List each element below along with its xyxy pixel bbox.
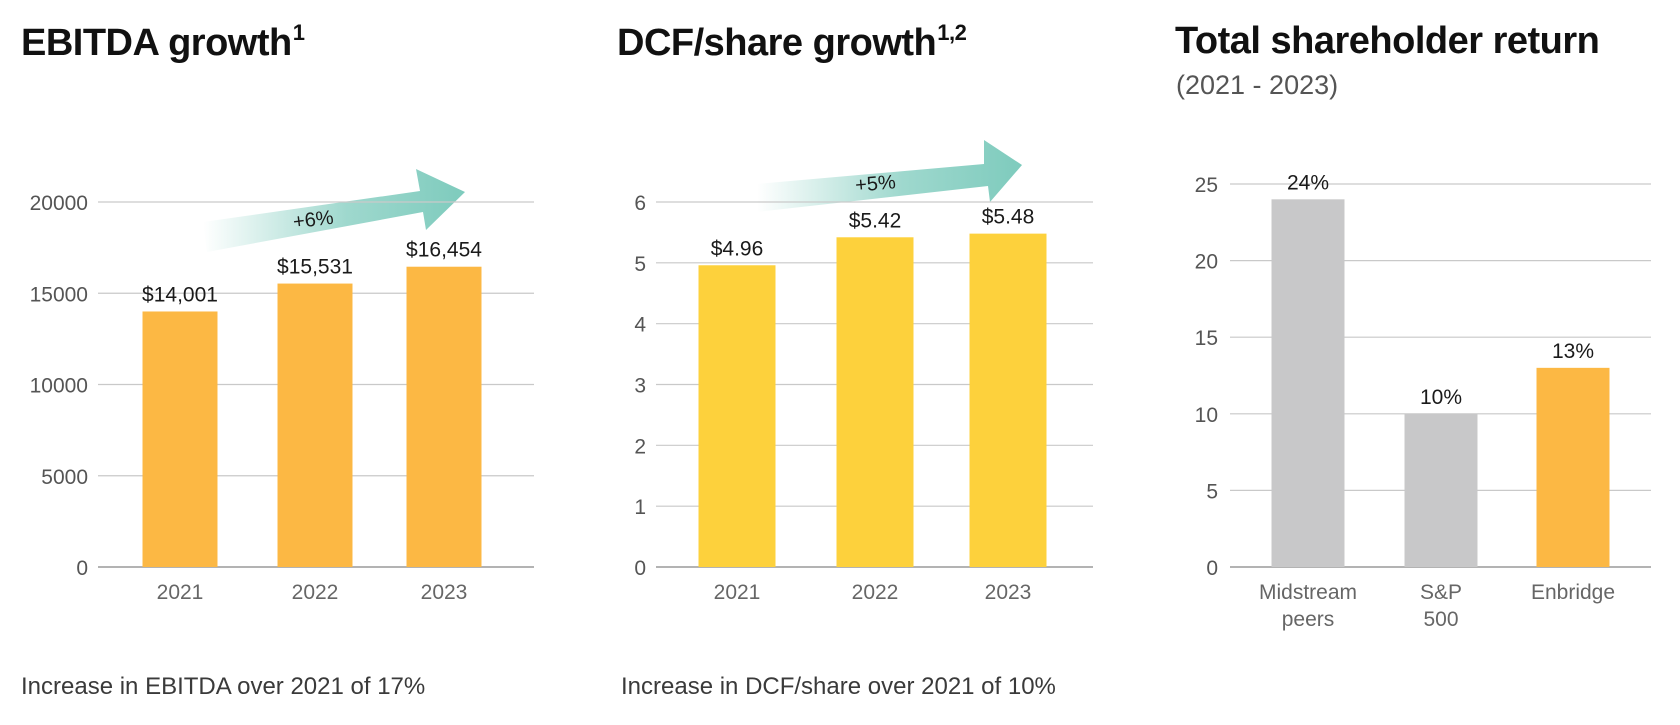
tsr-bar — [1404, 413, 1478, 567]
tsr-category-label: Midstream — [1259, 581, 1357, 604]
dcf-ytick-label: 1 — [634, 496, 646, 519]
dcf-value-label: $5.48 — [982, 206, 1035, 229]
tsr-value-label: 24% — [1287, 171, 1329, 194]
dcf-bar — [698, 265, 776, 567]
dcf-growth-arrow: +5% — [757, 140, 1022, 212]
ebitda-ytick-label: 10000 — [30, 375, 88, 398]
tsr-ytick-label: 15 — [1195, 327, 1218, 350]
ebitda-bar — [277, 283, 353, 567]
ebitda-chart: 0 5000 10000 15000 20000 $14,001 2021 $15,531 20… — [30, 192, 534, 604]
tsr-ytick-label: 0 — [1206, 557, 1218, 580]
dcf-chart-title: DCF/share growth1,2 — [617, 20, 967, 65]
tsr-chart-title: Total shareholder return — [1175, 20, 1600, 63]
ebitda-ytick-label: 0 — [76, 557, 88, 580]
ebitda-growth-arrow-shape — [203, 169, 465, 252]
ebitda-chart-title: EBITDA growth1 — [21, 20, 305, 65]
ebitda-growth-label: +6% — [292, 207, 335, 234]
dcf-chart: 0 1 2 3 4 5 6 $4.96 2021 $5.42 2022 $5.48 2023 — [634, 192, 1093, 604]
dcf-title-footnote-marker: 1,2 — [937, 20, 967, 45]
chart-layer: 05000100001500020000$14,0012021$15,53120… — [30, 171, 1651, 631]
ebitda-value-label: $14,001 — [142, 283, 218, 306]
tsr-bar — [1536, 367, 1610, 567]
dcf-ytick-label: 3 — [634, 375, 646, 398]
tsr-category-label: Enbridge — [1531, 581, 1615, 604]
dcf-ytick-label: 4 — [634, 314, 646, 337]
tsr-ytick-label: 10 — [1195, 404, 1218, 427]
ebitda-ytick-label: 5000 — [41, 466, 88, 489]
tsr-ytick-label: 25 — [1195, 174, 1218, 197]
dcf-bar — [969, 233, 1047, 567]
ebitda-category-label: 2022 — [292, 581, 339, 604]
dcf-value-label: $5.42 — [849, 209, 902, 232]
ebitda-ytick-label: 20000 — [30, 192, 88, 215]
dcf-ytick-label: 0 — [634, 557, 646, 580]
ebitda-value-label: $16,454 — [406, 239, 482, 262]
tsr-value-label: 13% — [1552, 340, 1594, 363]
tsr-category-label: S&P — [1420, 581, 1462, 604]
tsr-title-text: Total shareholder return — [1175, 20, 1600, 62]
dcf-value-label: $4.96 — [711, 237, 764, 260]
dcf-growth-label: +5% — [854, 171, 897, 196]
tsr-value-label: 10% — [1420, 386, 1462, 409]
tsr-chart-subtitle: (2021 - 2023) — [1176, 70, 1339, 100]
dcf-ytick-label: 5 — [634, 253, 646, 276]
dcf-category-label: 2021 — [714, 581, 761, 604]
tsr-category-label: 500 — [1423, 608, 1458, 631]
ebitda-category-label: 2021 — [157, 581, 204, 604]
dcf-category-label: 2022 — [852, 581, 899, 604]
ebitda-category-label: 2023 — [421, 581, 468, 604]
dcf-footnote: Increase in DCF/share over 2021 of 10% — [621, 673, 1056, 700]
tsr-chart: 0 5 10 15 20 25 24% Midstream peers 10% S&P 500 13% E… — [1195, 171, 1651, 631]
dcf-category-label: 2023 — [985, 581, 1032, 604]
ebitda-title-footnote-marker: 1 — [292, 20, 305, 45]
ebitda-bar — [142, 311, 218, 567]
tsr-category-label: peers — [1282, 608, 1335, 631]
ebitda-bar — [406, 266, 482, 567]
tsr-ytick-label: 5 — [1206, 480, 1218, 503]
dcf-growth-arrow-shape — [757, 140, 1022, 212]
tsr-bar — [1271, 199, 1345, 567]
ebitda-growth-arrow: +6% — [203, 169, 465, 252]
dcf-title-text: DCF/share growth — [617, 22, 937, 64]
dcf-bar — [836, 237, 914, 568]
dcf-ytick-label: 6 — [634, 192, 646, 215]
dcf-ytick-label: 2 — [634, 435, 646, 458]
tsr-ytick-label: 20 — [1195, 251, 1218, 274]
ebitda-title-text: EBITDA growth — [21, 22, 292, 64]
ebitda-ytick-label: 15000 — [30, 283, 88, 306]
ebitda-footnote: Increase in EBITDA over 2021 of 17% — [21, 673, 426, 700]
ebitda-value-label: $15,531 — [277, 256, 353, 279]
